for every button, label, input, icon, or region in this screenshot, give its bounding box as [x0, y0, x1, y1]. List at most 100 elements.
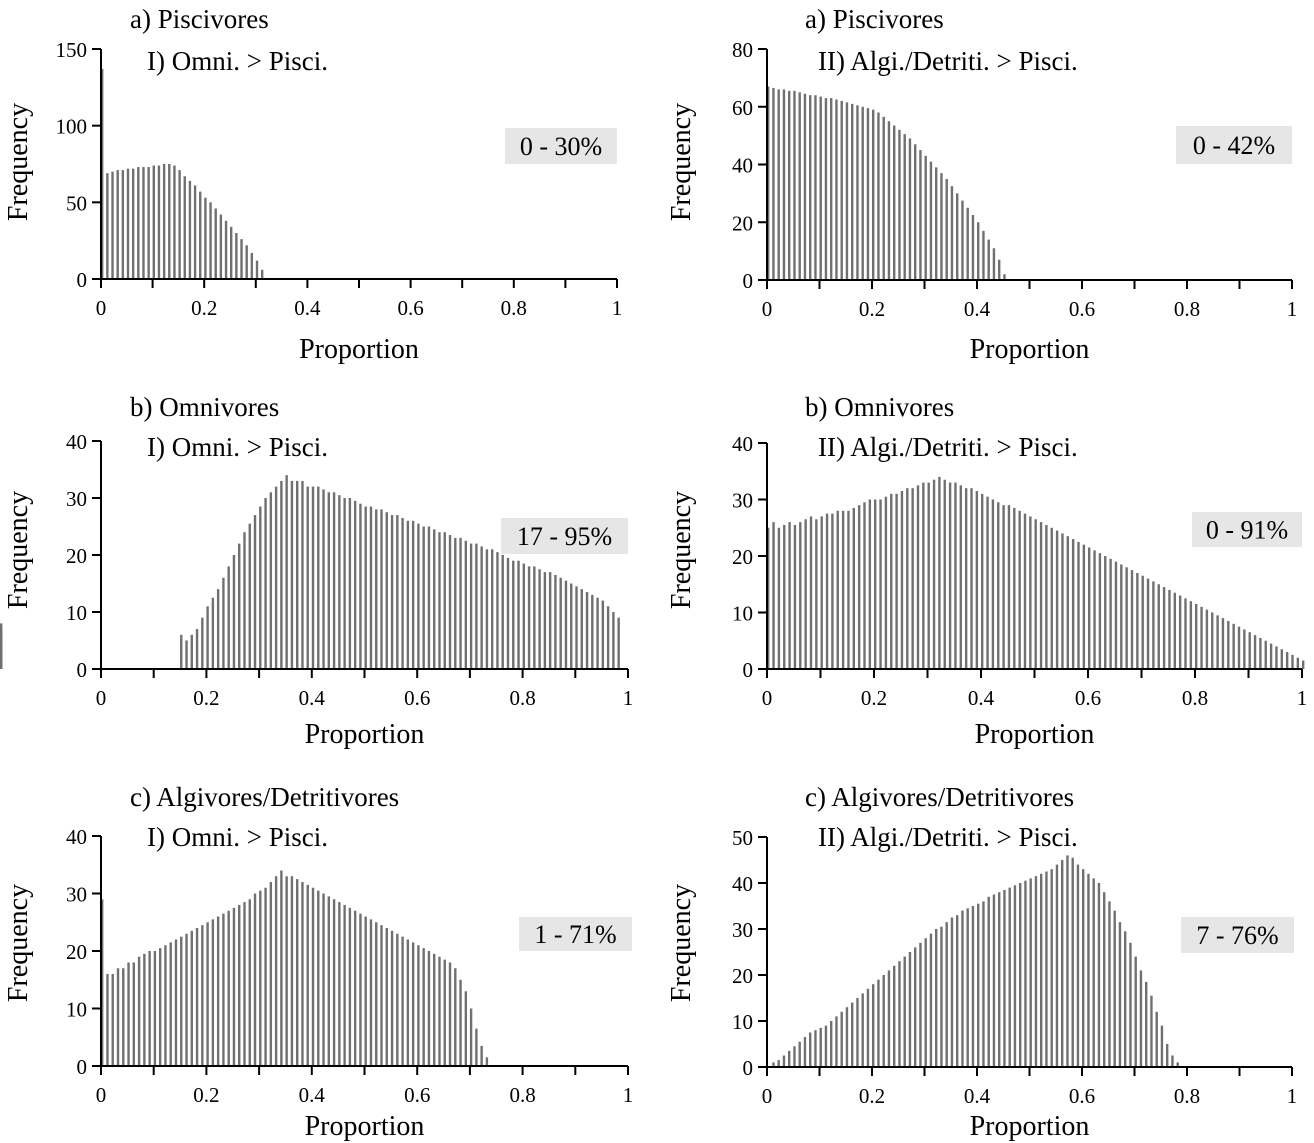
- histogram-bar: [1098, 553, 1102, 669]
- histogram-bar: [1253, 635, 1257, 669]
- histogram-bar: [469, 1008, 473, 1066]
- histogram-bar: [872, 109, 875, 280]
- histogram-bar: [874, 499, 877, 669]
- histogram-bar: [1237, 626, 1241, 670]
- histogram-bar: [916, 485, 920, 670]
- x-tick-label: 0: [762, 297, 773, 321]
- histogram-bar: [235, 233, 238, 279]
- range-badge: [505, 128, 617, 164]
- histogram-bar: [433, 529, 436, 669]
- histogram-bar: [1055, 530, 1059, 669]
- histogram-bar: [831, 513, 834, 670]
- histogram-bar: [185, 933, 188, 1066]
- histogram-bar: [162, 164, 166, 279]
- histogram-bar: [1146, 578, 1150, 669]
- histogram-bar: [798, 92, 801, 280]
- histogram-bar: [830, 1021, 833, 1067]
- histogram-bar: [269, 492, 273, 669]
- histogram-bar: [788, 522, 791, 669]
- y-tick-label: 60: [732, 96, 753, 120]
- histogram-bar: [814, 95, 817, 280]
- histogram-bar: [422, 948, 425, 1067]
- histogram-bar: [506, 557, 510, 669]
- y-tick-label: 30: [732, 918, 753, 942]
- histogram-bar: [856, 105, 859, 280]
- histogram-bar: [411, 520, 415, 669]
- histogram-bar: [533, 566, 536, 669]
- chart-panel-a2: 0 0.2 0.4 0.6 0.8 1 0 20 40 60 80 Proportion Frequen…: [666, 4, 1297, 365]
- histogram-bar: [322, 893, 325, 1066]
- y-tick-label: 40: [732, 872, 753, 896]
- histogram-bar: [908, 952, 912, 1067]
- histogram-bar: [216, 589, 220, 669]
- histogram-bar: [959, 485, 962, 670]
- panel-title: b) Omnivores: [130, 392, 279, 422]
- range-badge-label: 7 - 76%: [1196, 921, 1278, 950]
- y-tick-label: 10: [732, 602, 753, 626]
- range-badge-label: 0 - 91%: [1206, 516, 1288, 545]
- histogram-bar: [548, 572, 552, 669]
- histogram-bar: [216, 916, 220, 1066]
- histogram-bar: [1243, 629, 1246, 669]
- histogram-bar: [868, 499, 872, 669]
- histogram-bar: [188, 180, 192, 279]
- histogram-bar: [250, 252, 254, 279]
- chart-panel-c1: 0 0.2 0.4 0.6 0.8 1010203040ProportionFrequen…: [3, 782, 633, 1142]
- histogram-bar: [1093, 550, 1096, 669]
- histogram-bar: [411, 942, 415, 1067]
- y-tick-label: 30: [66, 487, 87, 511]
- histogram-bar: [879, 499, 882, 669]
- histogram-bar: [106, 173, 109, 279]
- histogram-bar: [1189, 601, 1193, 669]
- histogram-bar: [469, 543, 473, 669]
- histogram-bar: [1178, 595, 1182, 669]
- histogram-bar: [369, 919, 373, 1067]
- histogram-bar: [464, 540, 468, 669]
- histogram-bar: [782, 1055, 786, 1067]
- histogram-bar: [884, 496, 888, 669]
- histogram-bar: [148, 951, 151, 1066]
- histogram-bar: [809, 516, 813, 669]
- y-tick-label: 40: [732, 154, 753, 178]
- x-tick-label: 0.2: [859, 1084, 885, 1108]
- histogram-bar: [1176, 1062, 1179, 1067]
- y-axis-label: Frequency: [666, 103, 697, 221]
- histogram-bar: [1045, 871, 1048, 1067]
- histogram-bar: [1160, 1025, 1164, 1067]
- y-tick-label: 100: [56, 115, 88, 139]
- range-badge-label: 0 - 30%: [520, 132, 602, 161]
- histogram-bar: [935, 167, 938, 280]
- histogram-bar: [824, 98, 828, 280]
- histogram-bar: [132, 962, 136, 1066]
- histogram-bar: [131, 168, 135, 279]
- histogram-bar: [127, 962, 130, 1066]
- histogram-bar: [433, 953, 436, 1067]
- y-tick-label: 0: [743, 658, 754, 682]
- histogram-bar: [396, 933, 399, 1066]
- histogram-bar: [295, 480, 299, 669]
- histogram-bar: [243, 902, 246, 1067]
- histogram-bar: [232, 555, 236, 669]
- x-tick-label: 0.2: [191, 296, 217, 320]
- panel-subtitle: II) Algi./Detriti. > Pisci.: [818, 822, 1078, 852]
- histogram-bar: [1141, 575, 1144, 669]
- histogram-bar: [230, 226, 233, 279]
- histogram-bar: [940, 926, 943, 1067]
- x-axis-label: Proportion: [975, 719, 1095, 750]
- panel-title: c) Algivores/Detritivores: [130, 782, 399, 812]
- histogram-bar: [317, 890, 320, 1067]
- histogram-bar: [819, 1027, 822, 1067]
- histogram-bar: [1150, 995, 1153, 1067]
- histogram-bar: [438, 956, 441, 1066]
- histogram-bar: [950, 917, 954, 1067]
- x-tick-label: 0.4: [964, 297, 991, 321]
- histogram-bar: [206, 922, 209, 1066]
- x-tick-label: 0.6: [1075, 686, 1101, 710]
- histogram-bar: [919, 150, 922, 280]
- histogram-bar: [274, 876, 278, 1066]
- histogram-bar: [851, 1002, 854, 1067]
- x-tick-label: 0.2: [859, 297, 885, 321]
- histogram-bar: [840, 1011, 843, 1067]
- x-tick-label: 1: [623, 686, 634, 710]
- x-tick-label: 0: [762, 686, 773, 710]
